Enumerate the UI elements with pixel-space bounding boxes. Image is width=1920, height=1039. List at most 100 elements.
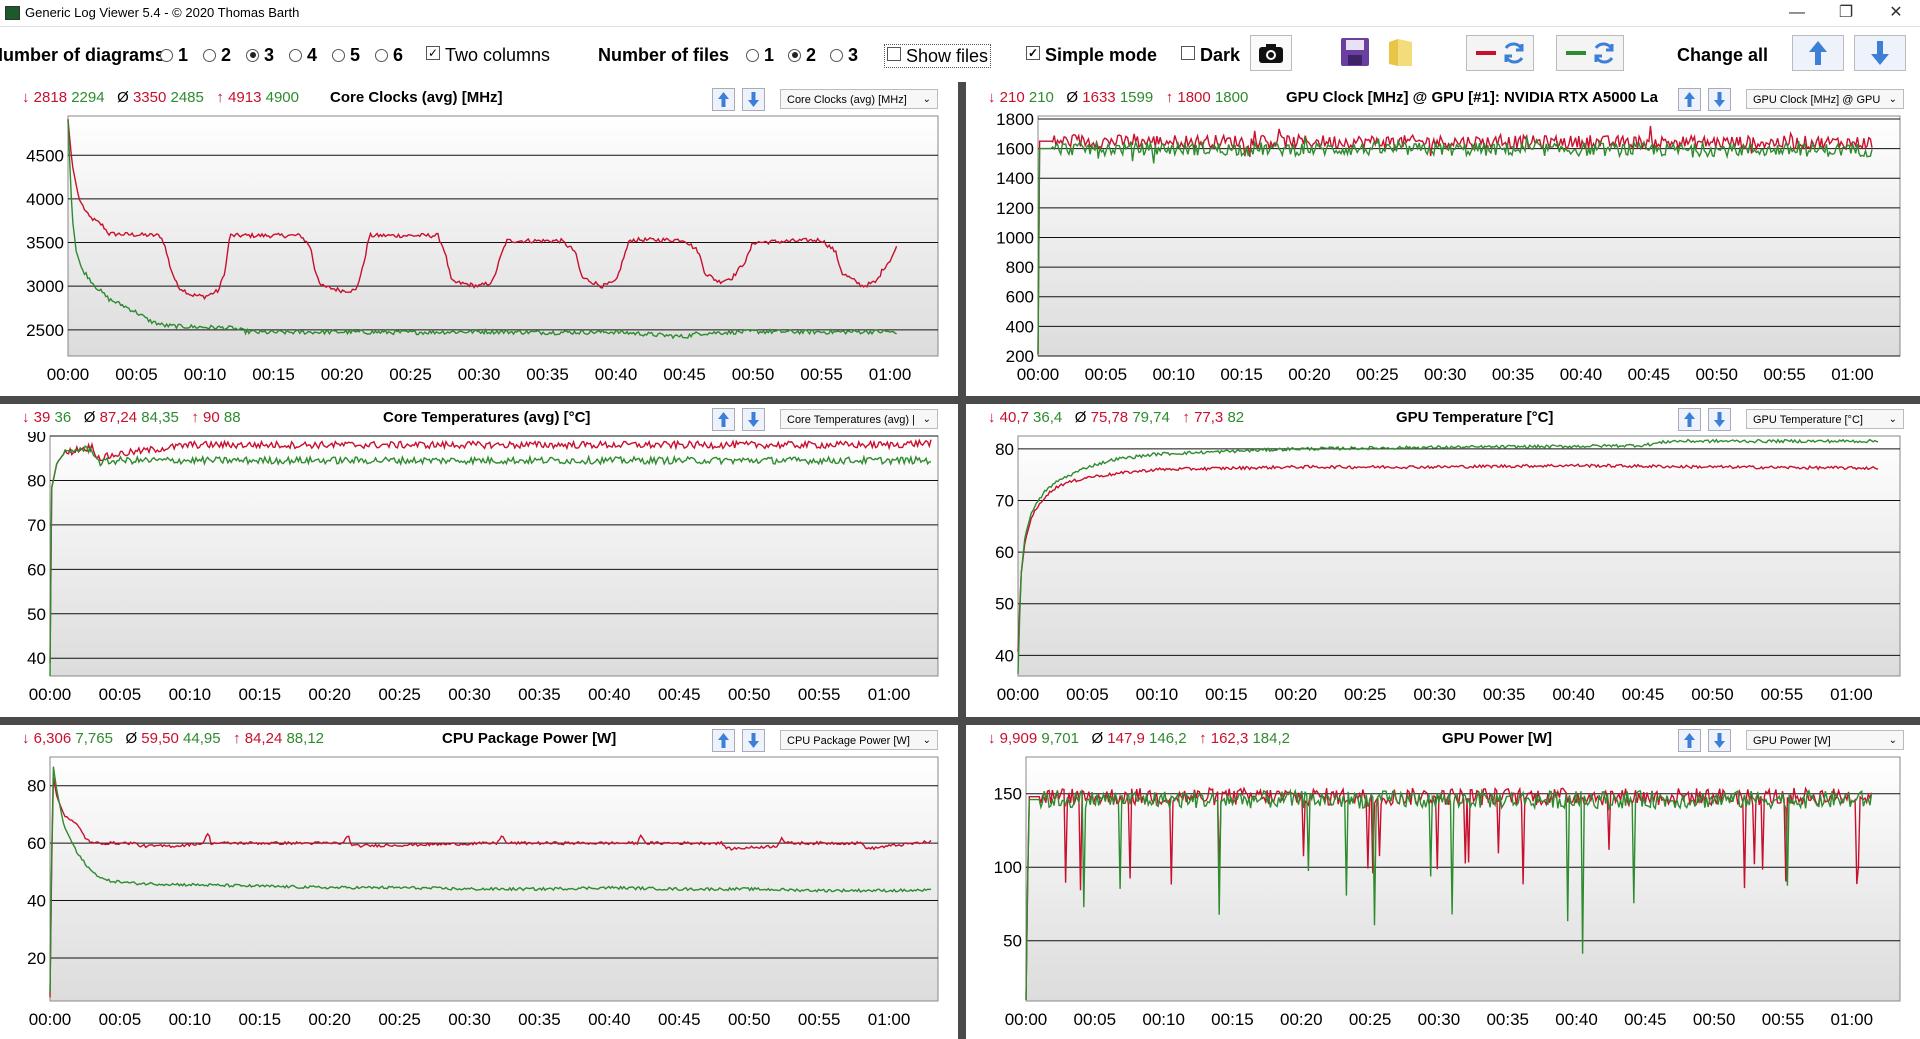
simple-mode-checkbox[interactable]: ✓ Simple mode [1026,45,1158,65]
swap-red-button[interactable] [1466,35,1534,71]
show-files-checkbox[interactable]: Show files [884,44,992,68]
x-tick-label: 00:15 [252,365,295,384]
y-tick-label: 40 [27,649,46,668]
x-tick-label: 00:15 [1220,365,1263,384]
move-up-button[interactable] [712,729,735,752]
y-tick-label: 1600 [996,140,1034,159]
max-green-value: 88,12 [286,730,325,747]
swap-green-button[interactable] [1556,35,1624,71]
move-down-button[interactable] [1708,88,1731,111]
sensor-dropdown[interactable]: Core Clocks (avg) [MHz] ⌄ [780,89,938,109]
arrow-down-icon [1871,41,1889,65]
close-button[interactable]: ✕ [1889,4,1903,21]
x-tick-label: 00:55 [798,685,841,704]
min-green-value: 210 [1028,89,1054,106]
y-tick-label: 4500 [26,146,64,165]
restore-button[interactable]: ❐ [1838,4,1854,21]
min-arrow-icon: ↓ [22,89,30,106]
red-series-line [1037,125,1873,355]
sensor-dropdown[interactable]: Core Temperatures (avg) | ⌄ [780,409,938,429]
x-tick-label: 00:55 [800,365,843,384]
plot-area [1017,435,1901,677]
folder-icon [1389,39,1412,66]
diagrams-option-1[interactable]: 1 [160,44,188,66]
max-red-value: 162,3 [1210,730,1249,747]
diagrams-option-6[interactable]: 6 [375,44,403,66]
plot-area [49,435,939,677]
x-tick-label: 00:05 [99,685,142,704]
sensor-dropdown[interactable]: GPU Temperature [°C] ⌄ [1746,409,1904,429]
x-tick-label: 00:25 [1349,1010,1392,1029]
move-up-button[interactable] [1678,408,1701,431]
x-tick-label: 00:10 [1142,1010,1185,1029]
diagrams-option-2[interactable]: 2 [203,44,231,66]
arrow-up-icon [1684,412,1695,427]
open-folder-button[interactable] [1384,35,1418,69]
avg-red-value: 1633 [1082,89,1116,106]
diagram-chart: 20 40 60 80 00:00 00:05 00:10 00:15 00:20 00:25 00… [27,756,939,1029]
y-tick-label: 40 [995,646,1014,665]
diagrams-option-3[interactable]: 3 [246,44,274,66]
diagram-panel: ↓ 39 36 Ø 87,24 84,35 ↑ 90 88 Core Tempe… [0,404,958,715]
move-up-button[interactable] [712,408,735,431]
x-tick-label: 00:05 [115,365,158,384]
move-down-button[interactable] [1708,729,1731,752]
move-up-button[interactable] [712,88,735,111]
sensor-dropdown[interactable]: GPU Power [W] ⌄ [1746,730,1904,750]
avg-symbol-icon: Ø [117,89,129,106]
move-up-button[interactable] [1678,729,1701,752]
move-down-button[interactable] [742,408,765,431]
row-divider-1[interactable] [0,396,1920,404]
y-tick-label: 60 [27,834,46,853]
x-tick-label: 00:25 [1356,365,1399,384]
move-down-button[interactable] [742,88,765,111]
dark-checkbox[interactable]: Dark [1181,44,1240,66]
max-green-value: 88 [223,409,241,426]
x-tick-label: 00:35 [518,1010,561,1029]
diagram-panel: ↓ 40,7 36,4 Ø 75,78 79,74 ↑ 77,3 82 GPU … [966,404,1920,715]
move-all-up-button[interactable] [1792,35,1844,71]
column-divider[interactable] [958,82,966,1039]
x-tick-label: 00:35 [1486,1010,1529,1029]
avg-symbol-icon: Ø [125,730,138,747]
screenshot-button[interactable] [1250,35,1292,71]
x-tick-label: 00:30 [458,365,501,384]
y-tick-label: 150 [994,785,1022,804]
minimize-button[interactable]: — [1789,4,1805,21]
max-green-value: 1800 [1214,89,1249,106]
row-divider-2[interactable] [0,717,1920,725]
avg-green-value: 146,2 [1149,730,1187,747]
move-down-button[interactable] [742,729,765,752]
y-tick-label: 200 [1006,347,1034,366]
diagrams-option-5[interactable]: 5 [332,44,360,66]
move-all-down-button[interactable] [1854,35,1906,71]
diagram-title: GPU Clock [MHz] @ GPU [#1]: NVIDIA RTX A… [1286,89,1658,106]
move-up-button[interactable] [1678,88,1701,111]
save-button[interactable] [1338,35,1372,69]
x-tick-label: 01:00 [869,365,912,384]
diagram-title: CPU Package Power [W] [442,730,617,747]
x-tick-label: 00:40 [595,365,638,384]
sensor-dropdown[interactable]: GPU Clock [MHz] @ GPU ⌄ [1746,89,1904,109]
diagram-header: ↓ 2818 2294 Ø 3350 2485 ↑ 4913 4900 Core… [0,84,958,112]
x-tick-label: 00:25 [389,365,432,384]
green-series-line [1025,788,1873,1001]
diagram-stats: ↓ 40,7 36,4 Ø 75,78 79,74 ↑ 77,3 82 [988,409,1244,426]
two-columns-checkbox[interactable]: ✓ Two columns [426,45,551,65]
diagram-panel: ↓ 2818 2294 Ø 3350 2485 ↑ 4913 4900 Core… [0,84,958,394]
y-tick-label: 800 [1006,258,1034,277]
y-tick-label: 70 [995,492,1014,511]
red-series-line [49,777,932,998]
sensor-dropdown[interactable]: CPU Package Power [W] ⌄ [780,730,938,750]
files-option-3[interactable]: 3 [830,44,858,66]
x-tick-label: 00:55 [1761,685,1804,704]
diagram-stats: ↓ 9,909 9,701 Ø 147,9 146,2 ↑ 162,3 184,… [988,730,1290,747]
y-tick-label: 100 [994,858,1022,877]
files-option-1[interactable]: 1 [746,44,774,66]
files-option-2[interactable]: 2 [788,44,816,66]
x-tick-label: 00:15 [1211,1010,1254,1029]
move-down-button[interactable] [1708,408,1731,431]
diagrams-option-4[interactable]: 4 [289,44,317,66]
radio-icon [746,48,759,62]
x-tick-label: 00:05 [1085,365,1128,384]
